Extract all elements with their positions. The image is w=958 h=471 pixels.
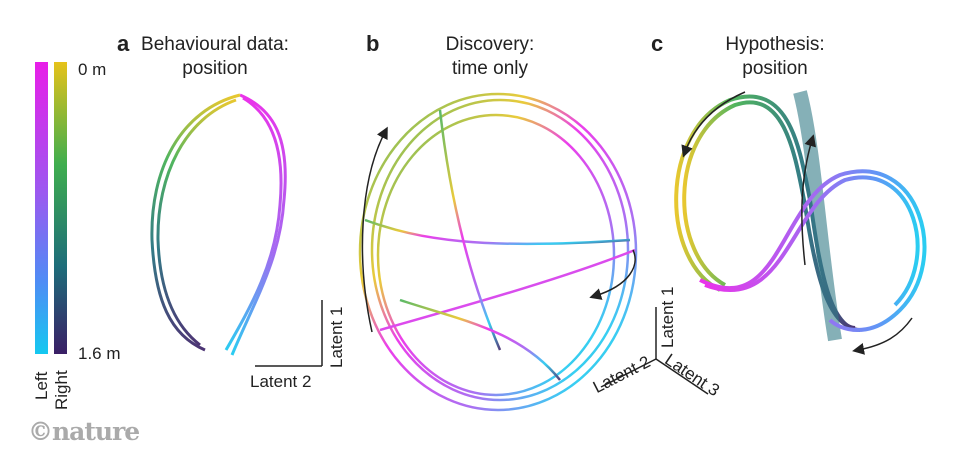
panel-a-title-line1: Behavioural data: xyxy=(141,34,289,55)
nature-logo: ©nature xyxy=(28,417,140,446)
panel-b-arrow-right xyxy=(589,249,636,300)
colorbar-left xyxy=(35,62,48,354)
panel-c-letter: c xyxy=(651,31,664,56)
panel-c-title: Hypothesis: position xyxy=(715,33,835,81)
panel-b-trajectory xyxy=(358,92,638,412)
panel-b-letter: b xyxy=(366,31,380,56)
panel-c-axes xyxy=(600,307,709,395)
panel-a-title-line2: position xyxy=(182,58,248,79)
panel-a-axis-x-label: Latent 2 xyxy=(250,372,312,391)
panel-b-arrow-left xyxy=(361,126,388,333)
panel-c-arrow-left xyxy=(681,91,746,158)
panel-c-axis-1-label: Latent 1 xyxy=(658,286,677,348)
colorbar-top-label: 0 m xyxy=(78,60,107,79)
panel-a-letter: a xyxy=(117,31,130,56)
panel-c-arrow-bottom xyxy=(852,317,913,355)
panel-c-arrow-middle xyxy=(801,134,817,266)
panel-b-title-line1: Discovery: xyxy=(445,34,535,55)
panel-c-trajectory xyxy=(674,90,927,342)
panel-a-trajectory xyxy=(150,93,287,356)
colorbar-left-label: Left xyxy=(32,371,51,400)
panel-a-axes xyxy=(255,300,323,367)
panel-a-axis-y-label: Latent 1 xyxy=(327,306,346,368)
panel-a-title: Behavioural data: position xyxy=(140,33,290,81)
panel-c-title-line1: Hypothesis: xyxy=(725,34,825,55)
colorbar-right-label: Right xyxy=(52,370,71,410)
panel-b-title-line2: time only xyxy=(451,58,529,79)
colorbar-right xyxy=(54,62,67,354)
colorbar-bottom-label: 1.6 m xyxy=(78,344,121,363)
panel-c-title-line2: position xyxy=(742,58,808,79)
panel-b-title: Discovery: time only xyxy=(420,33,560,81)
